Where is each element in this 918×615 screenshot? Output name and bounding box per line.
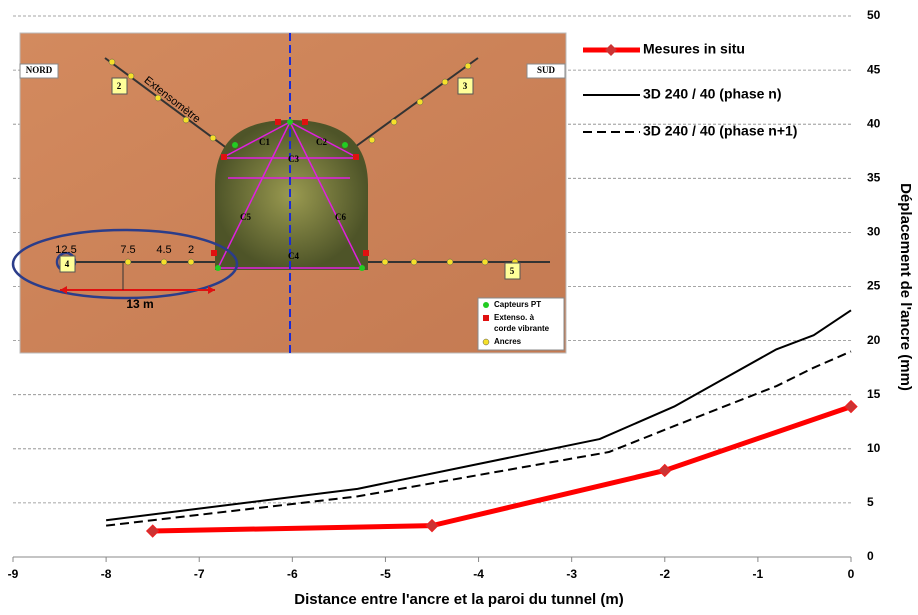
inset-label: NORD xyxy=(26,65,53,75)
y-tick-label: 35 xyxy=(867,170,881,184)
y-tick-label: 40 xyxy=(867,116,881,130)
x-tick-label: -8 xyxy=(101,567,112,581)
y-tick-label: 25 xyxy=(867,279,881,293)
highlight-ellipse xyxy=(11,228,239,300)
x-tick-label: -2 xyxy=(659,567,670,581)
data-point xyxy=(145,524,160,538)
x-tick-label: -7 xyxy=(194,567,205,581)
inset-label: C2 xyxy=(316,137,327,147)
inset-diagram: NORD SUD Extensomètre 2 3 4 5 C1 C2 C3 C… xyxy=(11,32,567,354)
inset-label: 5 xyxy=(510,266,515,276)
y-axis-title: Déplacement de l'ancre (mm) xyxy=(897,183,914,391)
series-line xyxy=(105,350,852,527)
data-point xyxy=(844,399,858,414)
series-line xyxy=(152,404,852,534)
inset-label: 2 xyxy=(117,81,122,91)
x-tick-label: -1 xyxy=(753,567,764,581)
legend-label: 3D 240 / 40 (phase n+1) xyxy=(643,123,797,139)
x-tick-label: -6 xyxy=(287,567,298,581)
x-tick-label: -5 xyxy=(380,567,391,581)
inset-label: C5 xyxy=(240,212,251,222)
legend-marker xyxy=(605,44,617,56)
inset-label: SUD xyxy=(537,65,556,75)
x-axis-title: Distance entre l'ancre et la paroi du tu… xyxy=(294,591,623,608)
y-tick-label: 5 xyxy=(867,495,874,509)
y-tick-label: 45 xyxy=(867,62,881,76)
legend-label: 3D 240 / 40 (phase n) xyxy=(643,86,782,102)
y-tick-label: 15 xyxy=(867,387,881,401)
legend-label: Mesures in situ xyxy=(643,41,745,57)
y-tick-label: 0 xyxy=(867,549,874,563)
anchors xyxy=(64,58,519,266)
inset-label: C4 xyxy=(288,251,299,261)
inset-label: 4.5 xyxy=(156,244,171,256)
inset-legend: corde vibrante xyxy=(494,324,550,333)
extensometer-line xyxy=(347,57,479,153)
inset-label: 13 m xyxy=(126,297,153,311)
inset-label: 2 xyxy=(188,244,194,256)
y-tick-label: 10 xyxy=(867,441,881,455)
data-point xyxy=(658,463,672,478)
data-point xyxy=(425,518,439,533)
inset-legend: Capteurs PT xyxy=(494,300,541,309)
inset-label: 7.5 xyxy=(120,244,135,256)
inset-label: C3 xyxy=(288,154,299,164)
inset-label: 4 xyxy=(65,259,70,269)
y-tick-label: 50 xyxy=(867,8,881,22)
inset-label: 12.5 xyxy=(55,244,76,256)
inset-label: 3 xyxy=(463,81,468,91)
inset-label: C6 xyxy=(335,212,346,222)
x-tick-label: -3 xyxy=(566,567,577,581)
inset-legend: Extenso. à xyxy=(494,313,535,322)
series-line xyxy=(105,309,852,522)
y-tick-label: 30 xyxy=(867,225,881,239)
x-tick-label: -9 xyxy=(8,567,19,581)
x-tick-label: 0 xyxy=(848,567,855,581)
y-tick-label: 20 xyxy=(867,333,881,347)
x-tick-label: -4 xyxy=(473,567,484,581)
inset-label: C1 xyxy=(259,137,270,147)
inset-legend: Ancres xyxy=(494,337,522,346)
